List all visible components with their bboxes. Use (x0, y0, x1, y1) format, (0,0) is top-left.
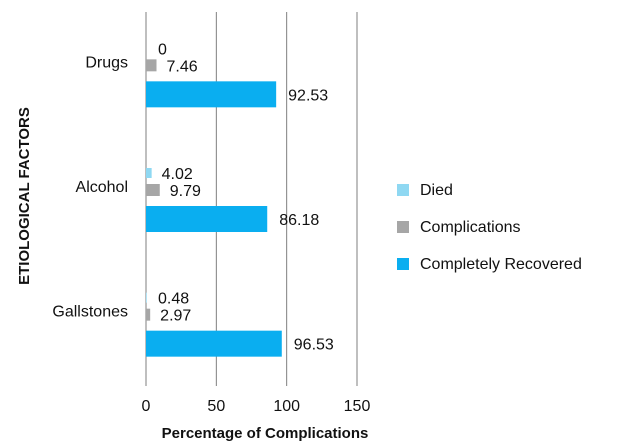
x-axis-title: Percentage of Complications (162, 425, 369, 442)
bar-complications-drugs (146, 59, 157, 72)
legend-swatch-complications (397, 221, 409, 233)
bar-complications-gallstones (146, 308, 151, 321)
bar-complications-alcohol (146, 184, 160, 196)
y-axis-title: ETIOLOGICAL FACTORS (16, 107, 33, 285)
data-labels: 0.482.97 96.53 4.029.79 86.18 07.46 92.53 (158, 41, 334, 353)
x-tick-label-150: 150 (344, 398, 371, 415)
bars (146, 59, 282, 357)
bar-completely-recovered-gallstones (146, 330, 282, 357)
data-label-completely-recovered-alcohol: 86.18 (279, 212, 319, 229)
gridlines (145, 12, 358, 386)
category-label-alcohol: Alcohol (76, 179, 128, 196)
data-label-complications-drugs: 7.46 (166, 58, 197, 75)
x-tick-labels: 0 50 100 150 (142, 398, 371, 415)
bar-died-alcohol (146, 168, 152, 178)
data-label-died-alcohol: 4.02 (162, 166, 193, 183)
data-label-completely-recovered-gallstones: 96.53 (294, 337, 334, 354)
category-label-drugs: Drugs (85, 54, 128, 71)
legend-swatch-died (397, 184, 409, 196)
x-tick-label-0: 0 (142, 398, 151, 415)
category-labels: Gallstones Alcohol Drugs (52, 54, 128, 320)
x-tick-label-100: 100 (273, 398, 300, 415)
data-label-died-gallstones: 0.48 (158, 291, 189, 308)
bar-completely-recovered-drugs (146, 81, 277, 108)
bar-completely-recovered-alcohol (146, 206, 268, 232)
data-label-complications-gallstones: 2.97 (160, 308, 191, 325)
data-label-completely-recovered-drugs: 92.53 (288, 87, 328, 104)
legend-label-died: Died (420, 182, 453, 199)
data-label-complications-alcohol: 9.79 (170, 183, 201, 200)
legend: Died Complications Completely Recovered (397, 182, 582, 273)
category-label-gallstones: Gallstones (52, 304, 128, 321)
legend-swatch-completely-recovered (397, 258, 409, 270)
legend-label-complications: Complications (420, 219, 520, 236)
legend-label-completely-recovered: Completely Recovered (420, 256, 582, 273)
x-tick-label-50: 50 (207, 398, 225, 415)
data-label-died-drugs: 0 (158, 41, 167, 58)
bar-died-gallstones (146, 292, 147, 303)
